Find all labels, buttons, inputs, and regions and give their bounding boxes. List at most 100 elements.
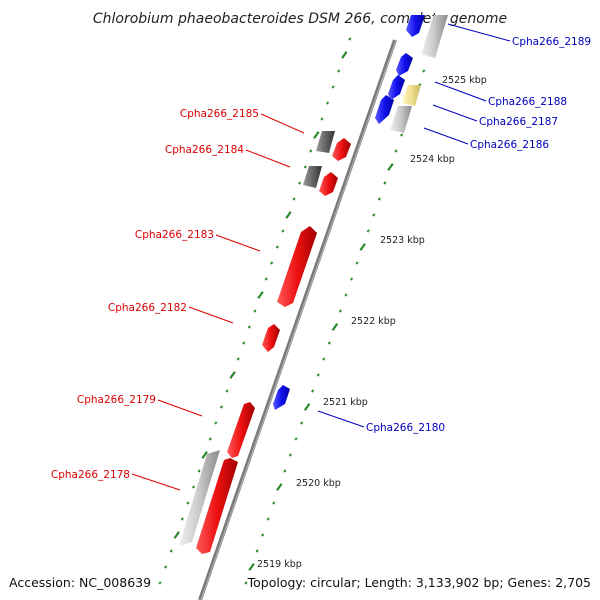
kbp-tick-minor — [266, 517, 270, 521]
label-connector — [157, 399, 203, 417]
kbp-tick-minor — [309, 149, 313, 153]
kbp-tick-minor — [261, 533, 265, 537]
kbp-tick-minor — [281, 229, 285, 233]
gene-label-cpha266-2185[interactable]: Cpha266_2185 — [180, 108, 259, 120]
kbp-tick-minor — [322, 357, 326, 361]
kbp-tick-minor — [400, 133, 404, 137]
kbp-tick-major — [359, 243, 366, 251]
gene-arrow-cpha266-2178[interactable] — [196, 458, 238, 554]
label-connectors — [131, 23, 511, 491]
gene-arrow-cpha266-2188b[interactable] — [396, 53, 413, 76]
kbp-tick-minor — [255, 549, 259, 553]
kbp-tick-minor — [186, 501, 190, 505]
kbp-tick-major — [248, 563, 255, 571]
kbp-tick-major — [201, 451, 208, 459]
kbp-tick-major — [387, 163, 394, 171]
label-connector — [447, 23, 511, 42]
gene-label-cpha266-2179[interactable]: Cpha266_2179 — [77, 394, 156, 406]
kbp-marker: 2525 kbp — [442, 75, 487, 86]
label-connector — [423, 127, 469, 145]
kbp-tick-major — [276, 483, 283, 491]
kbp-tick-minor — [348, 37, 352, 41]
gene-label-cpha266-2184[interactable]: Cpha266_2184 — [165, 144, 244, 156]
label-connector — [131, 473, 181, 491]
gene-arrow-cpha266-2183[interactable] — [277, 226, 317, 307]
gene-label-cpha266-2183[interactable]: Cpha266_2183 — [135, 229, 214, 241]
tick-marks — [158, 37, 437, 585]
kbp-tick-minor — [244, 581, 248, 585]
kbp-marker: 2520 kbp — [296, 478, 341, 489]
kbp-tick-minor — [294, 437, 298, 441]
kbp-tick-minor — [208, 437, 212, 441]
kbp-tick-minor — [316, 373, 320, 377]
kbp-tick-minor — [191, 485, 196, 489]
kbp-tick-major — [341, 51, 348, 59]
kbp-tick-minor — [292, 197, 296, 201]
kbp-tick-minor — [169, 549, 173, 553]
label-connector — [434, 81, 487, 102]
gene-arrow-cpha266-2188[interactable] — [388, 75, 405, 100]
gene-arrow-cpha266-2180[interactable] — [273, 385, 290, 410]
kbp-tick-minor — [253, 309, 257, 313]
kbp-tick-minor — [350, 277, 354, 281]
gene-label-cpha266-2182[interactable]: Cpha266_2182 — [108, 302, 187, 314]
gene-label-cpha266-2180[interactable]: Cpha266_2180 — [366, 422, 445, 434]
kbp-tick-minor — [311, 389, 315, 393]
gene-feature-gray[interactable] — [421, 15, 448, 58]
kbp-tick-minor — [298, 181, 302, 185]
label-connector — [245, 149, 291, 168]
kbp-tick-minor — [283, 469, 287, 473]
label-connector — [215, 234, 261, 252]
kbp-marker: 2519 kbp — [257, 559, 302, 570]
kbp-tick-minor — [288, 453, 292, 457]
gene-arrow-cpha266-2189[interactable] — [406, 15, 425, 37]
gene-arrow-cpha266-2184[interactable] — [319, 172, 338, 196]
kbp-tick-minor — [247, 325, 251, 329]
gene-feature-cpha266-2187[interactable] — [402, 85, 421, 106]
gene-feature-dark[interactable] — [316, 131, 335, 153]
kbp-tick-minor — [300, 421, 304, 425]
gene-label-cpha266-2187[interactable]: Cpha266_2187 — [479, 116, 558, 128]
gene-label-cpha266-2186[interactable]: Cpha266_2186 — [470, 139, 549, 151]
genome-backbone-highlight — [200, 39, 397, 600]
gene-label-cpha266-2178[interactable]: Cpha266_2178 — [51, 469, 130, 481]
kbp-tick-minor — [242, 341, 246, 345]
gene-feature-gray[interactable] — [390, 106, 412, 133]
kbp-tick-minor — [327, 341, 331, 345]
kbp-tick-minor — [394, 149, 398, 153]
kbp-tick-minor — [272, 501, 276, 505]
kbp-tick-minor — [275, 245, 279, 249]
kbp-tick-minor — [366, 229, 370, 233]
kbp-tick-minor — [303, 165, 307, 169]
kbp-tick-minor — [180, 517, 184, 521]
kbp-tick-minor — [383, 181, 387, 185]
gene-arrow-cpha266-2182[interactable] — [262, 324, 280, 352]
kbp-tick-minor — [377, 197, 381, 201]
kbp-tick-minor — [164, 565, 168, 569]
kbp-tick-minor — [225, 389, 229, 393]
kbp-tick-minor — [270, 261, 274, 265]
label-connector — [188, 306, 234, 324]
kbp-tick-minor — [236, 357, 240, 361]
gene-arrow-cpha266-2186[interactable] — [375, 95, 394, 124]
kbp-tick-minor — [337, 69, 341, 73]
kbp-tick-major — [257, 291, 264, 299]
gene-label-cpha266-2189[interactable]: Cpha266_2189 — [512, 36, 591, 48]
kbp-tick-minor — [372, 213, 376, 217]
genome-backbone — [198, 39, 397, 600]
kbp-tick-minor — [331, 85, 335, 89]
kbp-tick-minor — [320, 117, 324, 121]
gene-label-cpha266-2188[interactable]: Cpha266_2188 — [488, 96, 567, 108]
kbp-tick-major — [303, 403, 311, 411]
gene-feature-dark[interactable] — [303, 166, 322, 188]
kbp-tick-major — [331, 323, 339, 331]
gene-feature-gray[interactable] — [179, 450, 220, 546]
kbp-marker: 2521 kbp — [323, 397, 368, 408]
gene-arrow-cpha266-2185[interactable] — [332, 138, 351, 161]
kbp-tick-minor — [326, 101, 330, 105]
gene-arrow-cpha266-2179[interactable] — [227, 402, 255, 458]
kbp-tick-major — [229, 371, 236, 379]
kbp-tick-minor — [355, 261, 359, 265]
kbp-marker: 2524 kbp — [410, 154, 455, 165]
kbp-marker: 2523 kbp — [380, 235, 425, 246]
